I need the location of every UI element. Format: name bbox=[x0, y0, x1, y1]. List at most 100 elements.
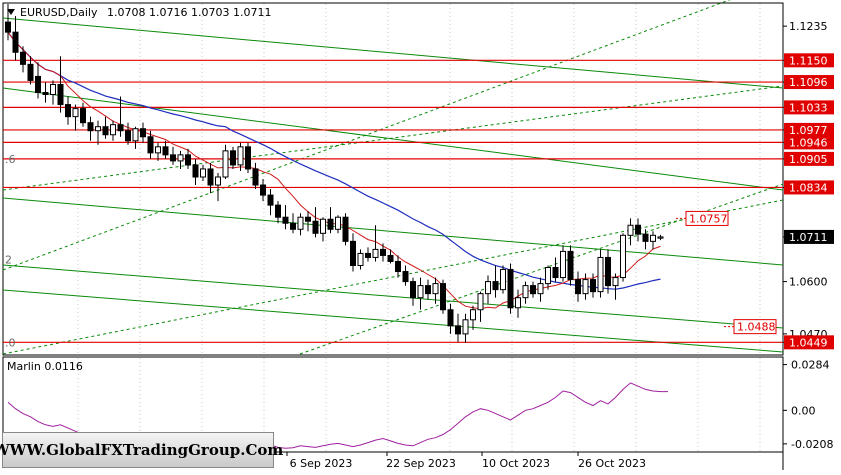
annotation-box bbox=[685, 210, 729, 226]
annotation-label: 1.0488 bbox=[737, 321, 776, 334]
candle-body bbox=[110, 124, 116, 136]
level-price-label: 1.0905 bbox=[789, 153, 828, 166]
channel-line bbox=[2, 197, 784, 266]
candle-body bbox=[117, 124, 124, 132]
candle-body bbox=[140, 128, 146, 138]
level-price-label: 1.0977 bbox=[789, 124, 828, 137]
candle-body bbox=[305, 216, 311, 222]
candle-body bbox=[567, 250, 574, 281]
level-price-label: 1.1096 bbox=[789, 76, 828, 89]
candle-body bbox=[87, 122, 94, 132]
candle-body bbox=[650, 234, 656, 242]
candle-body bbox=[170, 154, 176, 162]
candle-body bbox=[365, 252, 371, 258]
candle-body bbox=[12, 31, 19, 53]
candle-body bbox=[552, 267, 559, 279]
candle-body bbox=[342, 216, 349, 242]
channel-dotted-line bbox=[2, 0, 731, 271]
time-tick-label: 22 Sep 2023 bbox=[386, 457, 456, 470]
candle-body bbox=[42, 92, 49, 96]
oscillator-tick-label: 0.00 bbox=[791, 404, 816, 417]
moving-averages bbox=[7, 31, 661, 310]
candle-body bbox=[5, 21, 11, 33]
candle-body bbox=[387, 254, 394, 262]
oscillator-tick-label: 0.0284 bbox=[791, 359, 830, 372]
candle-body bbox=[455, 325, 461, 335]
candle-body bbox=[320, 218, 326, 234]
candle-body bbox=[260, 184, 266, 196]
candle-body bbox=[65, 104, 71, 118]
candlesticks bbox=[5, 4, 664, 343]
candle-body bbox=[635, 224, 641, 235]
level-price-badge bbox=[784, 75, 834, 90]
candle-body bbox=[597, 256, 604, 293]
slow-ma-line bbox=[7, 31, 661, 290]
candle-body bbox=[537, 283, 544, 295]
candle-body bbox=[402, 271, 409, 283]
candle-body bbox=[192, 164, 199, 178]
fib-level-label: .6 bbox=[5, 153, 16, 166]
candle-body bbox=[207, 168, 214, 186]
candle-body bbox=[147, 136, 154, 154]
candle-body bbox=[432, 283, 439, 295]
resistance-levels bbox=[3, 59, 783, 343]
level-price-badge bbox=[784, 151, 834, 166]
candle-body bbox=[237, 146, 244, 166]
candle-body bbox=[417, 285, 424, 299]
price-annotations: 1.0757 1.0488 .6 2 .0 bbox=[5, 153, 777, 349]
level-price-label: 1.1150 bbox=[789, 54, 828, 67]
level-price-badge bbox=[784, 100, 834, 115]
level-price-label: 1.0834 bbox=[789, 181, 828, 194]
candle-body bbox=[222, 150, 229, 178]
candle-body bbox=[80, 108, 86, 124]
channel-dotted-line bbox=[2, 199, 784, 355]
candle-body bbox=[380, 248, 386, 256]
current-price-badge bbox=[784, 229, 834, 244]
level-price-label: 1.0946 bbox=[789, 136, 828, 149]
candle-body bbox=[500, 269, 506, 291]
collapse-triangle-icon[interactable] bbox=[7, 9, 15, 15]
candle-body bbox=[440, 283, 446, 311]
candle-body bbox=[57, 83, 64, 106]
candle-body bbox=[125, 130, 131, 142]
level-price-badge bbox=[784, 180, 834, 195]
candle-body bbox=[462, 319, 469, 335]
candle-body bbox=[102, 126, 109, 136]
channel-line bbox=[2, 264, 784, 329]
channel-line bbox=[2, 17, 784, 89]
candle-body bbox=[605, 256, 611, 287]
candle-body bbox=[177, 154, 184, 162]
candle-body bbox=[297, 216, 304, 230]
trend-channels bbox=[2, 0, 784, 355]
candle-body bbox=[132, 128, 139, 142]
time-tick-label: 10 Oct 2023 bbox=[482, 457, 550, 470]
annotation-label: 1.0757 bbox=[689, 212, 728, 225]
candle-body bbox=[35, 75, 41, 94]
candle-body bbox=[590, 279, 596, 293]
candle-body bbox=[215, 176, 221, 186]
price-tick-label: 1.0600 bbox=[789, 276, 828, 289]
candle-body bbox=[642, 233, 649, 242]
candle-body bbox=[162, 146, 169, 156]
annotation-box bbox=[733, 319, 777, 335]
candle-body bbox=[335, 216, 341, 230]
level-price-badge bbox=[784, 53, 834, 68]
candle-body bbox=[470, 309, 476, 321]
level-price-label: 1.0449 bbox=[789, 336, 828, 349]
candle-body bbox=[312, 220, 319, 234]
candle-body bbox=[27, 63, 34, 81]
time-axis: 6 Sep 2023 22 Sep 2023 10 Oct 2023 26 Oct 2… bbox=[286, 452, 646, 470]
candle-body bbox=[372, 248, 379, 258]
candle-body bbox=[612, 277, 619, 287]
watermark-banner: WWW.GlobalFXTradingGroup.Com bbox=[0, 432, 283, 468]
candle-body bbox=[560, 250, 566, 279]
candle-body bbox=[492, 281, 499, 291]
candle-body bbox=[545, 267, 551, 285]
current-price-label: 1.0711 bbox=[789, 231, 828, 244]
candle-body bbox=[395, 260, 401, 273]
price-panel-frame bbox=[2, 2, 784, 356]
candle-body bbox=[620, 234, 626, 279]
level-price-badge bbox=[784, 335, 834, 350]
oscillator-label: Marlin 0.0116 bbox=[7, 360, 83, 373]
